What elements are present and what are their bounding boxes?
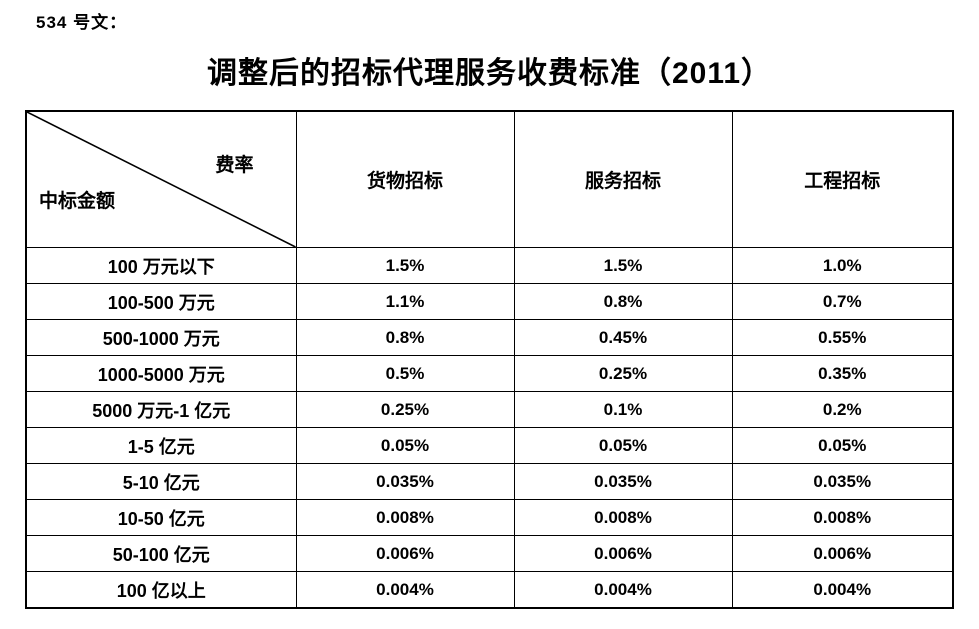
rate-value: 0.5% [295, 355, 515, 392]
row-label: 5-10 亿元 [25, 463, 297, 500]
row-label: 10-50 亿元 [25, 499, 297, 536]
table-row: 100-500 万元 1.1% 0.8% 0.7% [25, 283, 954, 320]
column-header-engineering: 工程招标 [731, 110, 954, 248]
corner-header-cell: 费率 中标金额 [25, 110, 297, 248]
rate-value: 0.2% [731, 391, 954, 428]
rate-value: 0.035% [513, 463, 733, 500]
rate-value: 0.8% [295, 319, 515, 356]
page-title: 调整后的招标代理服务收费标准（2011） [206, 57, 773, 90]
row-label: 100 万元以下 [25, 247, 297, 284]
rate-value: 0.008% [731, 499, 954, 536]
rate-value: 1.1% [295, 283, 515, 320]
column-header-goods: 货物招标 [295, 110, 515, 248]
rate-value: 0.004% [513, 571, 733, 609]
rate-value: 0.004% [731, 571, 954, 609]
table-header-row: 费率 中标金额 货物招标 服务招标 工程招标 [25, 110, 954, 248]
row-label: 100 亿以上 [25, 571, 297, 609]
row-label: 5000 万元-1 亿元 [25, 391, 297, 428]
table-row: 500-1000 万元 0.8% 0.45% 0.55% [25, 319, 954, 356]
row-label: 500-1000 万元 [25, 319, 297, 356]
rate-value: 0.45% [513, 319, 733, 356]
rate-value: 0.008% [513, 499, 733, 536]
rate-value: 0.1% [513, 391, 733, 428]
rate-value: 0.7% [731, 283, 954, 320]
table-row: 100 亿以上 0.004% 0.004% 0.004% [25, 571, 954, 609]
doc-number-label: 534 号文： [36, 13, 128, 32]
rate-value: 0.55% [731, 319, 954, 356]
rate-value: 1.0% [731, 247, 954, 284]
corner-label-amount: 中标金额 [39, 191, 116, 212]
fee-rate-table: 费率 中标金额 货物招标 服务招标 工程招标 100 万元以下 1.5% 1.5… [25, 110, 954, 609]
rate-value: 0.006% [513, 535, 733, 572]
table-row: 5000 万元-1 亿元 0.25% 0.1% 0.2% [25, 391, 954, 428]
table-row: 50-100 亿元 0.006% 0.006% 0.006% [25, 535, 954, 572]
rate-value: 0.004% [295, 571, 515, 609]
table-row: 5-10 亿元 0.035% 0.035% 0.035% [25, 463, 954, 500]
rate-value: 0.035% [731, 463, 954, 500]
rate-value: 1.5% [513, 247, 733, 284]
corner-label-rate: 费率 [215, 155, 254, 176]
row-label: 100-500 万元 [25, 283, 297, 320]
table-row: 100 万元以下 1.5% 1.5% 1.0% [25, 247, 954, 284]
rate-value: 0.006% [295, 535, 515, 572]
rate-value: 0.25% [513, 355, 733, 392]
row-label: 50-100 亿元 [25, 535, 297, 572]
table-row: 1000-5000 万元 0.5% 0.25% 0.35% [25, 355, 954, 392]
rate-value: 0.35% [731, 355, 954, 392]
diagonal-divider [27, 112, 296, 247]
rate-value: 0.05% [295, 427, 515, 464]
rate-value: 0.008% [295, 499, 515, 536]
rate-value: 1.5% [295, 247, 515, 284]
table-row: 10-50 亿元 0.008% 0.008% 0.008% [25, 499, 954, 536]
rate-value: 0.8% [513, 283, 733, 320]
rate-value: 0.05% [513, 427, 733, 464]
row-label: 1000-5000 万元 [25, 355, 297, 392]
rate-value: 0.006% [731, 535, 954, 572]
table-row: 1-5 亿元 0.05% 0.05% 0.05% [25, 427, 954, 464]
rate-value: 0.035% [295, 463, 515, 500]
column-header-services: 服务招标 [513, 110, 733, 248]
rate-value: 0.25% [295, 391, 515, 428]
rate-value: 0.05% [731, 427, 954, 464]
row-label: 1-5 亿元 [25, 427, 297, 464]
